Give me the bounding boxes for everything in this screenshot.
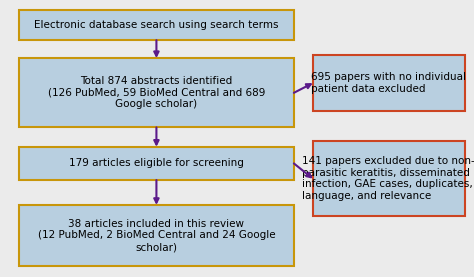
Text: Electronic database search using search terms: Electronic database search using search …	[34, 20, 279, 30]
FancyBboxPatch shape	[19, 147, 294, 180]
FancyBboxPatch shape	[19, 205, 294, 266]
Text: 141 papers excluded due to non-
parasitic keratitis, disseminated
infection, GAE: 141 papers excluded due to non- parasiti…	[302, 156, 474, 201]
Text: 179 articles eligible for screening: 179 articles eligible for screening	[69, 158, 244, 168]
Text: 38 articles included in this review
(12 PubMed, 2 BioMed Central and 24 Google
s: 38 articles included in this review (12 …	[37, 219, 275, 252]
FancyBboxPatch shape	[313, 55, 465, 111]
Text: 695 papers with no individual
patient data excluded: 695 papers with no individual patient da…	[311, 72, 466, 94]
FancyBboxPatch shape	[19, 58, 294, 127]
FancyBboxPatch shape	[313, 141, 465, 216]
Text: Total 874 abstracts identified
(126 PubMed, 59 BioMed Central and 689
Google sch: Total 874 abstracts identified (126 PubM…	[48, 76, 265, 109]
FancyBboxPatch shape	[19, 10, 294, 40]
